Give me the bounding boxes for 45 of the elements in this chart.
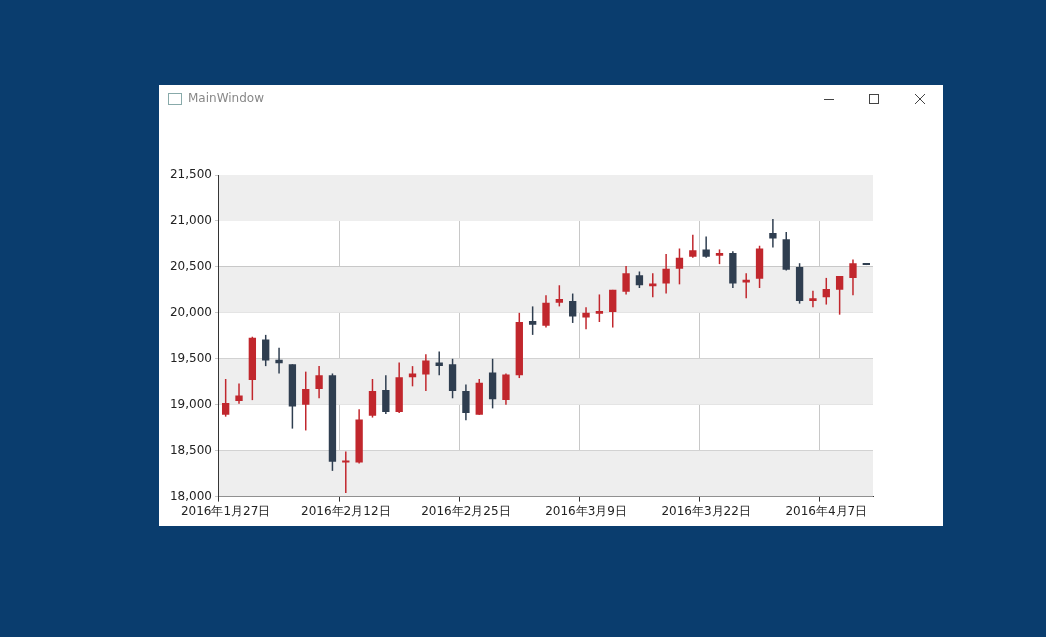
candlestick [595, 293, 604, 323]
candlestick [542, 294, 550, 329]
candlestick [849, 258, 857, 297]
y-tick-label: 21,500 [169, 167, 212, 182]
candlestick [315, 365, 323, 400]
candlestick [408, 365, 417, 388]
candlestick [221, 378, 230, 418]
candlestick [769, 218, 777, 249]
candlestick [435, 350, 443, 377]
candlestick [462, 383, 470, 422]
y-tick-label: 20,500 [169, 259, 212, 274]
x-tick-label: 2016年2月25日 [421, 503, 511, 518]
y-tick-label: 18,500 [169, 442, 212, 457]
candlestick [528, 305, 537, 336]
y-tick-label: 19,500 [169, 350, 212, 365]
x-tick-label: 2016年1月27日 [180, 503, 271, 518]
x-tick-label: 2016年4月7日 [785, 503, 868, 518]
candlestick [555, 284, 564, 308]
candlestick [262, 334, 270, 367]
y-tick-label: 19,000 [169, 396, 212, 411]
candlestick [609, 289, 617, 329]
candlestick [835, 275, 844, 316]
candlestick [422, 353, 430, 392]
candlestick [302, 370, 310, 432]
x-tick-label: 2016年2月12日 [301, 503, 391, 518]
x-tick-label: 2016年3月9日 [545, 503, 627, 518]
candlestick [742, 272, 750, 299]
candlestick [342, 450, 350, 494]
candlestick [382, 374, 390, 415]
y-tick-label: 21,000 [169, 213, 212, 228]
x-tick-label: 2016年3月22日 [661, 503, 751, 518]
candlestick [662, 253, 670, 295]
candlestick [622, 265, 630, 296]
candlestick [649, 272, 657, 298]
y-tick-label: 20,000 [169, 304, 212, 319]
candlestick [235, 382, 243, 405]
candlestick [569, 292, 577, 324]
y-tick-label: 18,000 [169, 488, 212, 503]
candlestick [582, 306, 590, 331]
candlestick [809, 290, 817, 309]
candlestick [822, 277, 830, 306]
candlestick [702, 235, 710, 259]
chart-title: MainWindow [188, 91, 264, 105]
candlestick [689, 233, 697, 259]
candlestick [675, 247, 684, 286]
